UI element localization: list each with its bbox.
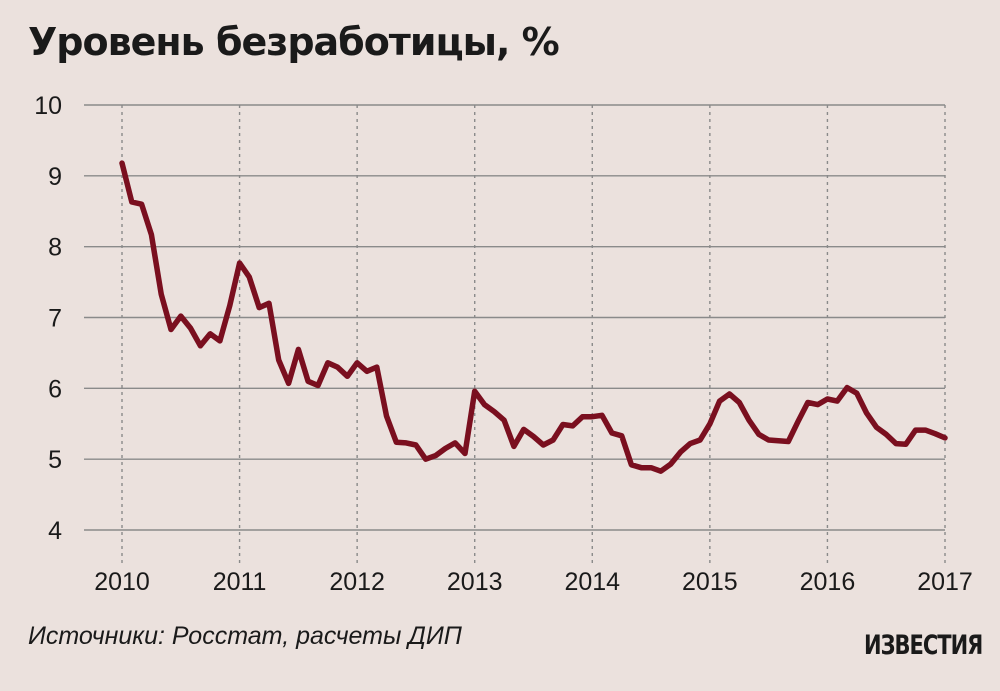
x-tick-label: 2013	[447, 568, 503, 596]
y-tick-label: 6	[48, 375, 62, 403]
x-tick-label: 2016	[800, 568, 856, 596]
x-tick-label: 2014	[564, 568, 620, 596]
source-note: Источники: Росстат, расчеты ДИП	[28, 622, 462, 650]
x-tick-label: 2017	[917, 568, 973, 596]
series-line	[119, 160, 948, 474]
chart-series	[119, 160, 948, 474]
axis-ticks: 4 5 6 7 8 9 10 2010 2011 2012 2013 2014 2015 2016 2017	[34, 92, 973, 596]
y-tick-label: 10	[34, 92, 62, 120]
x-tick-label: 2015	[682, 568, 738, 596]
y-tick-label: 9	[48, 163, 62, 191]
chart-title: Уровень безработицы, %	[28, 20, 560, 64]
y-tick-label: 8	[48, 234, 62, 262]
x-tick-label: 2010	[94, 568, 150, 596]
y-tick-label: 5	[48, 446, 62, 474]
izvestia-logo: ИЗВЕСТИЯ	[864, 630, 983, 660]
y-tick-label: 7	[48, 305, 62, 333]
x-tick-label: 2012	[329, 568, 385, 596]
x-tick-label: 2011	[213, 568, 267, 596]
y-tick-label: 4	[48, 517, 62, 545]
